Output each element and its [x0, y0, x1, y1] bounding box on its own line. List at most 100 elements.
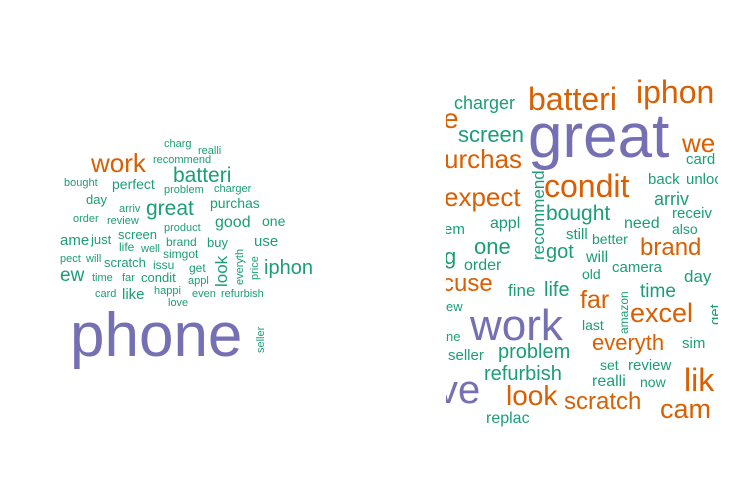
word: better [592, 231, 628, 247]
word: g [446, 244, 457, 269]
word: one [262, 213, 286, 229]
word: well [141, 243, 160, 255]
word: price [249, 256, 261, 280]
word: far [580, 286, 610, 314]
word: refurbish [484, 363, 562, 385]
word: cuse [446, 270, 493, 297]
word: one [474, 234, 511, 259]
word: order [464, 257, 502, 274]
word: realli [592, 373, 626, 390]
word: excel [630, 298, 694, 328]
word: e [446, 103, 459, 134]
word: lik [684, 362, 715, 398]
word: love [168, 297, 189, 309]
word: problem [164, 184, 204, 196]
word: also [672, 221, 698, 237]
word: everyth [234, 248, 246, 285]
word: arriv [654, 189, 689, 209]
word: good [215, 214, 251, 231]
word: receiv [672, 205, 713, 222]
word: screen [118, 227, 158, 242]
word: seller [255, 326, 267, 353]
word: ve [446, 368, 481, 412]
word: purchas [210, 195, 260, 211]
word: still [566, 226, 588, 243]
word-cloud-right: charger batteri iphon e screen great we … [446, 60, 718, 430]
word: sim [682, 335, 706, 352]
word: replac [486, 410, 530, 427]
word: batteri [173, 164, 232, 187]
word: buy [207, 235, 228, 250]
word: pect [60, 253, 81, 265]
word: life [119, 240, 135, 254]
word: ne [446, 329, 461, 344]
word: card [95, 288, 117, 300]
word: far [122, 272, 135, 284]
word: even [192, 288, 216, 300]
word: look [506, 380, 558, 411]
word: arriv [119, 203, 141, 215]
word: got [546, 241, 574, 263]
word: iphon [636, 74, 715, 110]
word: look [212, 255, 231, 287]
word: back [648, 171, 680, 188]
word: bought [64, 177, 98, 189]
word: need [624, 215, 660, 232]
word: recommend [529, 170, 548, 260]
word: time [640, 281, 676, 302]
word: em [446, 221, 465, 238]
word: work [470, 301, 563, 350]
word: ew [446, 299, 463, 314]
word: now [640, 374, 666, 390]
word: cam [660, 394, 712, 424]
word: issu [153, 258, 175, 272]
word: problem [498, 341, 571, 363]
word: life [544, 279, 570, 301]
word: great [528, 102, 670, 171]
word: great [146, 197, 194, 220]
word: set [600, 357, 619, 373]
word: scratch [564, 388, 642, 415]
word: review [107, 215, 139, 227]
word: camera [612, 259, 663, 276]
word: perfect [112, 176, 155, 192]
word: batteri [528, 81, 617, 117]
word: realli [198, 145, 222, 157]
word: charger [454, 93, 516, 113]
word: fine [508, 281, 536, 300]
word: urchas [446, 144, 523, 174]
word: day [86, 192, 107, 207]
word: appl [188, 275, 209, 287]
word: simgot [163, 247, 199, 261]
word: expect [446, 182, 521, 212]
word: refurbish [221, 288, 264, 300]
word: time [92, 272, 113, 284]
word: product [164, 222, 201, 234]
word: unloc [686, 171, 718, 188]
word: amazon [617, 291, 631, 334]
word: scratch [104, 255, 146, 270]
word: bought [546, 202, 611, 225]
word: just [91, 232, 112, 247]
word: charg [164, 138, 192, 150]
word: we [682, 128, 716, 158]
word: will [86, 253, 102, 265]
word: condit [141, 270, 176, 285]
word: everyth [592, 330, 665, 355]
word: brand [166, 235, 197, 249]
word: day [684, 267, 712, 286]
word: appl [490, 215, 521, 232]
word: like [122, 286, 145, 303]
word: happi [154, 285, 181, 297]
word: iphon [264, 257, 313, 279]
word-cloud-left: charg realli recommend work batteri boug… [0, 0, 360, 479]
word: ame [60, 232, 90, 249]
word: card [686, 151, 716, 168]
word: get [189, 261, 206, 275]
word: ew [60, 265, 85, 286]
word: charger [214, 183, 252, 195]
word: work [91, 148, 146, 178]
word: will [586, 249, 609, 266]
word: condit [544, 168, 630, 204]
word: last [582, 317, 604, 333]
